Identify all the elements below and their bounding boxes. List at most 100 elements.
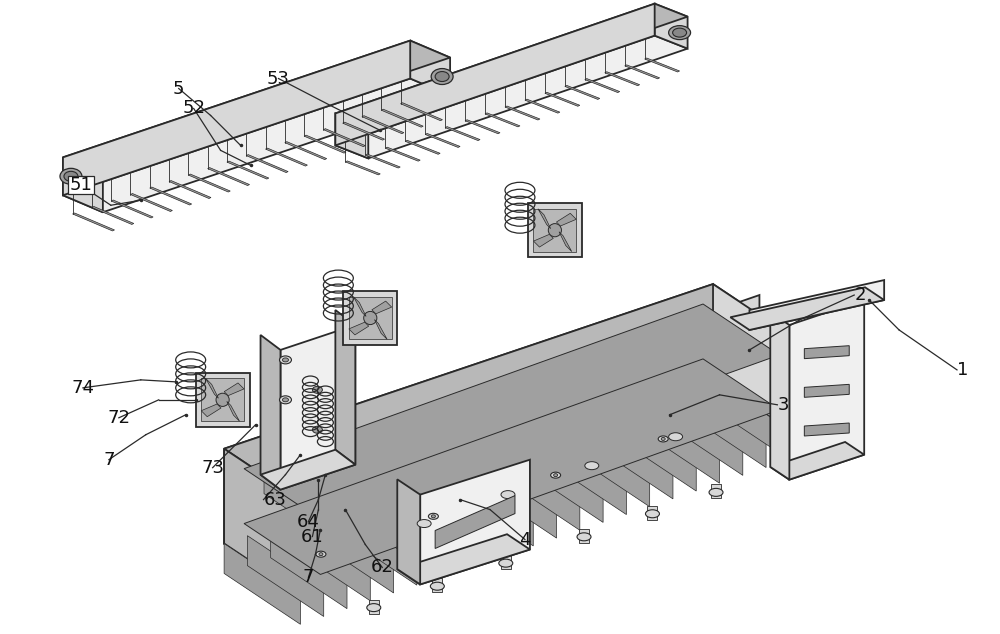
Polygon shape <box>533 235 553 247</box>
Polygon shape <box>457 465 533 546</box>
Polygon shape <box>63 157 103 212</box>
Polygon shape <box>538 209 551 229</box>
Polygon shape <box>749 280 884 330</box>
Polygon shape <box>244 304 779 519</box>
Polygon shape <box>573 426 650 507</box>
Ellipse shape <box>319 553 323 555</box>
Polygon shape <box>264 469 340 545</box>
Ellipse shape <box>430 582 444 590</box>
Ellipse shape <box>64 171 78 181</box>
Polygon shape <box>730 287 884 330</box>
Polygon shape <box>528 204 582 257</box>
Text: 63: 63 <box>264 491 286 508</box>
Polygon shape <box>435 496 515 548</box>
Ellipse shape <box>431 515 435 518</box>
Polygon shape <box>169 181 211 198</box>
Text: 72: 72 <box>107 409 130 427</box>
Polygon shape <box>246 155 288 172</box>
Polygon shape <box>550 434 626 515</box>
Ellipse shape <box>279 396 291 404</box>
Polygon shape <box>63 41 450 174</box>
Polygon shape <box>308 453 384 529</box>
Polygon shape <box>690 387 766 467</box>
Polygon shape <box>353 297 366 316</box>
Polygon shape <box>655 4 688 49</box>
Polygon shape <box>401 103 442 120</box>
Polygon shape <box>352 438 429 514</box>
Polygon shape <box>463 400 539 476</box>
Ellipse shape <box>673 28 687 37</box>
Text: 64: 64 <box>297 512 320 531</box>
Polygon shape <box>372 301 392 314</box>
Polygon shape <box>445 127 480 141</box>
Polygon shape <box>418 415 495 491</box>
Polygon shape <box>620 410 696 491</box>
Polygon shape <box>551 370 627 446</box>
Ellipse shape <box>577 533 591 541</box>
Text: 53: 53 <box>267 70 290 87</box>
Ellipse shape <box>548 224 561 236</box>
Polygon shape <box>349 297 392 339</box>
Polygon shape <box>485 113 520 127</box>
Text: 4: 4 <box>519 531 531 548</box>
Polygon shape <box>440 408 517 484</box>
Polygon shape <box>789 300 864 480</box>
Polygon shape <box>323 129 365 146</box>
Ellipse shape <box>645 510 659 518</box>
Ellipse shape <box>282 358 288 362</box>
Polygon shape <box>545 93 580 107</box>
Ellipse shape <box>554 474 558 477</box>
Polygon shape <box>505 106 540 120</box>
Polygon shape <box>92 207 134 224</box>
Polygon shape <box>397 479 420 585</box>
Polygon shape <box>300 335 789 595</box>
Ellipse shape <box>669 433 683 441</box>
Polygon shape <box>365 154 400 168</box>
Polygon shape <box>639 339 715 415</box>
Polygon shape <box>397 534 530 585</box>
Polygon shape <box>501 555 511 569</box>
Ellipse shape <box>312 426 322 433</box>
Polygon shape <box>341 504 417 585</box>
Text: 73: 73 <box>201 458 224 477</box>
Polygon shape <box>565 86 600 100</box>
Polygon shape <box>73 213 115 231</box>
Text: 52: 52 <box>182 100 205 117</box>
Ellipse shape <box>316 551 326 557</box>
Text: 5: 5 <box>173 79 184 98</box>
Polygon shape <box>227 161 269 179</box>
Polygon shape <box>362 115 404 134</box>
Ellipse shape <box>282 398 288 402</box>
Polygon shape <box>713 379 789 460</box>
Polygon shape <box>224 543 300 624</box>
Polygon shape <box>330 446 407 522</box>
Polygon shape <box>647 506 657 520</box>
Polygon shape <box>224 284 713 543</box>
Polygon shape <box>432 578 442 592</box>
Polygon shape <box>559 232 572 252</box>
Polygon shape <box>224 449 300 595</box>
Polygon shape <box>63 41 410 195</box>
Polygon shape <box>374 430 451 507</box>
Polygon shape <box>381 109 423 127</box>
Polygon shape <box>645 58 680 72</box>
Polygon shape <box>244 359 779 574</box>
Polygon shape <box>280 325 355 489</box>
Polygon shape <box>349 322 369 335</box>
Polygon shape <box>335 36 688 158</box>
Polygon shape <box>285 141 327 160</box>
Polygon shape <box>410 481 487 562</box>
Polygon shape <box>625 65 660 79</box>
Polygon shape <box>410 41 450 96</box>
Polygon shape <box>369 600 379 614</box>
Polygon shape <box>525 99 560 113</box>
Ellipse shape <box>60 168 82 184</box>
Polygon shape <box>201 404 221 417</box>
Ellipse shape <box>364 311 377 325</box>
Polygon shape <box>294 520 370 601</box>
Polygon shape <box>643 403 720 483</box>
Polygon shape <box>503 450 580 530</box>
Polygon shape <box>286 461 362 537</box>
Ellipse shape <box>428 514 438 519</box>
Ellipse shape <box>417 519 431 527</box>
